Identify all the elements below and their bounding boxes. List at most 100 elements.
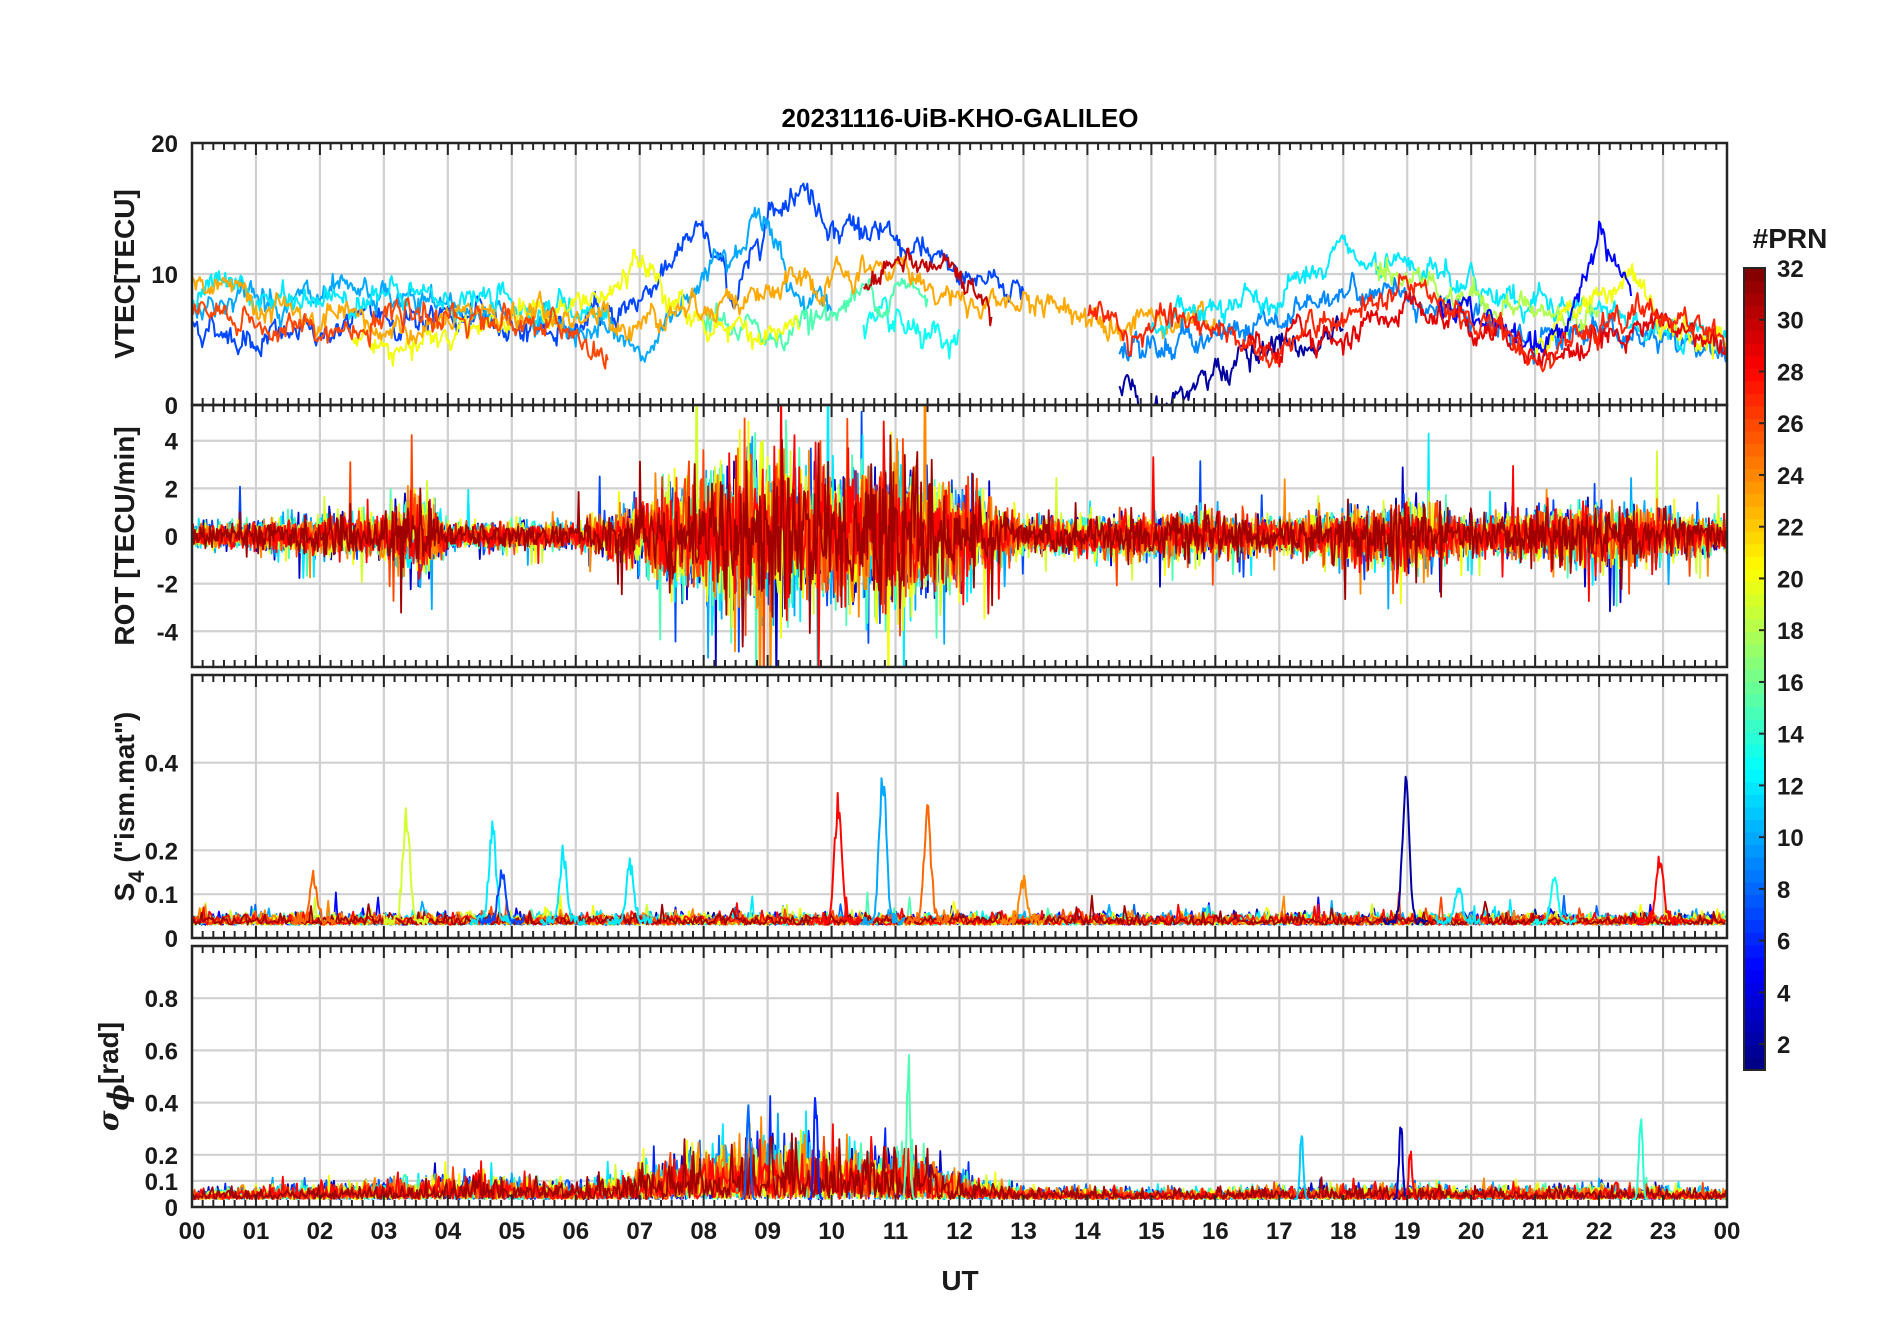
s4-peak-prn-12 xyxy=(606,857,653,926)
colorbar-band xyxy=(1744,694,1765,708)
s4-peak-prn-24 xyxy=(1000,874,1046,926)
y-tick-label: 0.1 xyxy=(145,1169,178,1196)
colorbar-band xyxy=(1744,343,1765,357)
y-tick-label: 0.1 xyxy=(145,882,178,909)
colorbar-band xyxy=(1744,656,1765,670)
x-tick-label: 06 xyxy=(562,1218,589,1245)
x-tick-label: 05 xyxy=(498,1218,525,1245)
s4-peak-prn-12 xyxy=(539,844,586,926)
y-tick-label: 0.4 xyxy=(145,1091,179,1118)
colorbar-band xyxy=(1744,468,1765,482)
sigma-peak-prn-11 xyxy=(1293,1135,1310,1201)
colorbar-band xyxy=(1744,1007,1765,1021)
colorbar-band xyxy=(1744,1032,1765,1046)
colorbar-band xyxy=(1744,481,1765,495)
x-tick-label: 14 xyxy=(1074,1218,1101,1245)
series-line-prn-23 xyxy=(192,254,1217,345)
colorbar-band xyxy=(1744,1057,1765,1071)
colorbar-band xyxy=(1744,907,1765,921)
colorbar-tick-label: 6 xyxy=(1777,929,1790,956)
colorbar-band xyxy=(1744,669,1765,683)
chart-title: 20231116-UiB-KHO-GALILEO xyxy=(782,103,1139,133)
panel-sigma: 00.10.2 0.4 0.6 0.8 σϕ[rad] xyxy=(92,944,1729,1222)
series-line-prn-12 xyxy=(192,270,609,333)
sigma-peak-prn-6 xyxy=(807,1097,824,1201)
colorbar-band xyxy=(1744,731,1765,745)
colorbar-band xyxy=(1744,932,1765,946)
colorbar-tick-label: 2 xyxy=(1777,1032,1790,1059)
x-tick-label: 23 xyxy=(1650,1218,1677,1245)
x-tick-label: 17 xyxy=(1266,1218,1293,1245)
series-line-prn-26 xyxy=(192,297,609,370)
colorbar-tick-label: 18 xyxy=(1777,618,1804,645)
colorbar-band xyxy=(1744,806,1765,820)
colorbar-band xyxy=(1744,355,1765,369)
panel-s4: 00.10.20.4S4 ("ism.mat") xyxy=(109,673,1729,953)
colorbar-band xyxy=(1744,518,1765,532)
colorbar-band xyxy=(1744,418,1765,432)
x-tick-label: 00 xyxy=(1714,1218,1741,1245)
y-axis-label-main: S xyxy=(109,883,140,902)
y-tick-label: 4 xyxy=(165,429,179,456)
colorbar-band xyxy=(1744,719,1765,733)
colorbar-band xyxy=(1744,643,1765,658)
colorbar-band xyxy=(1744,869,1765,883)
series-line-prn-20 xyxy=(351,249,801,367)
panel-rot: -4 -2 0 2 4 ROT [TECU/min] xyxy=(109,403,1729,669)
series-line-prn-13 xyxy=(862,296,961,360)
x-tick-label: 22 xyxy=(1586,1218,1613,1245)
colorbar-band xyxy=(1744,882,1765,896)
x-axis-label: UT xyxy=(941,1265,978,1296)
colorbar-band xyxy=(1744,430,1765,445)
colorbar-band xyxy=(1744,380,1765,394)
x-tick-label: 07 xyxy=(626,1218,653,1245)
s4-peak-prn-12 xyxy=(1435,887,1482,926)
colorbar-band xyxy=(1744,819,1765,833)
colorbar-tick-label: 10 xyxy=(1777,825,1804,852)
colorbar-frame xyxy=(1743,267,1766,1071)
y-tick-label: 0.2 xyxy=(145,1143,178,1170)
y-tick-label: 0.2 xyxy=(145,838,178,865)
x-tick-label: 00 xyxy=(179,1218,206,1245)
colorbar-band xyxy=(1744,756,1765,770)
y-tick-label: -4 xyxy=(157,619,179,646)
colorbar-band xyxy=(1744,631,1765,645)
sigma-peak-prn-15 xyxy=(900,1054,917,1201)
x-tick-label: 08 xyxy=(690,1218,717,1245)
sigma-peak-prn-8 xyxy=(740,1104,757,1201)
y-axis-label-sigma: σϕ[rad] xyxy=(92,1022,135,1131)
colorbar-band xyxy=(1744,556,1765,570)
x-tick-label: 11 xyxy=(883,1218,908,1245)
series-group xyxy=(192,775,1726,926)
colorbar-band xyxy=(1744,443,1765,457)
series-line-prn-12 xyxy=(1150,234,1727,355)
colorbar-band xyxy=(1744,982,1765,996)
colorbar-band xyxy=(1744,944,1765,958)
y-tick-label: 0.4 xyxy=(145,751,179,778)
s4-peak-prn-13 xyxy=(1531,876,1578,926)
colorbar-band xyxy=(1744,393,1765,407)
sigma-peak-prn-14 xyxy=(1632,1118,1649,1201)
colorbar-band xyxy=(1744,681,1765,695)
colorbar-title: #PRN xyxy=(1753,223,1828,254)
s4-peak-prn-28 xyxy=(1636,855,1683,926)
y-tick-label: 0.8 xyxy=(145,986,178,1013)
s4-peak-prn-28 xyxy=(814,792,861,926)
s4-peak-prn-25 xyxy=(904,804,951,926)
s4-peak-prn-10 xyxy=(860,777,906,926)
series-line-prn-27 xyxy=(1087,273,1727,373)
y-axis-label-main: σ xyxy=(92,1110,125,1131)
colorbar-band xyxy=(1744,493,1765,507)
y-tick-label: 10 xyxy=(151,262,178,289)
colorbar-band xyxy=(1744,293,1765,307)
colorbar-tick-label: 14 xyxy=(1777,722,1804,749)
y-tick-label: 20 xyxy=(151,131,178,158)
colorbar-band xyxy=(1744,994,1765,1008)
colorbar-band xyxy=(1744,969,1765,983)
series-line-prn-5 xyxy=(1438,220,1633,357)
y-tick-label: 0 xyxy=(165,926,178,953)
colorbar-band xyxy=(1744,318,1765,332)
